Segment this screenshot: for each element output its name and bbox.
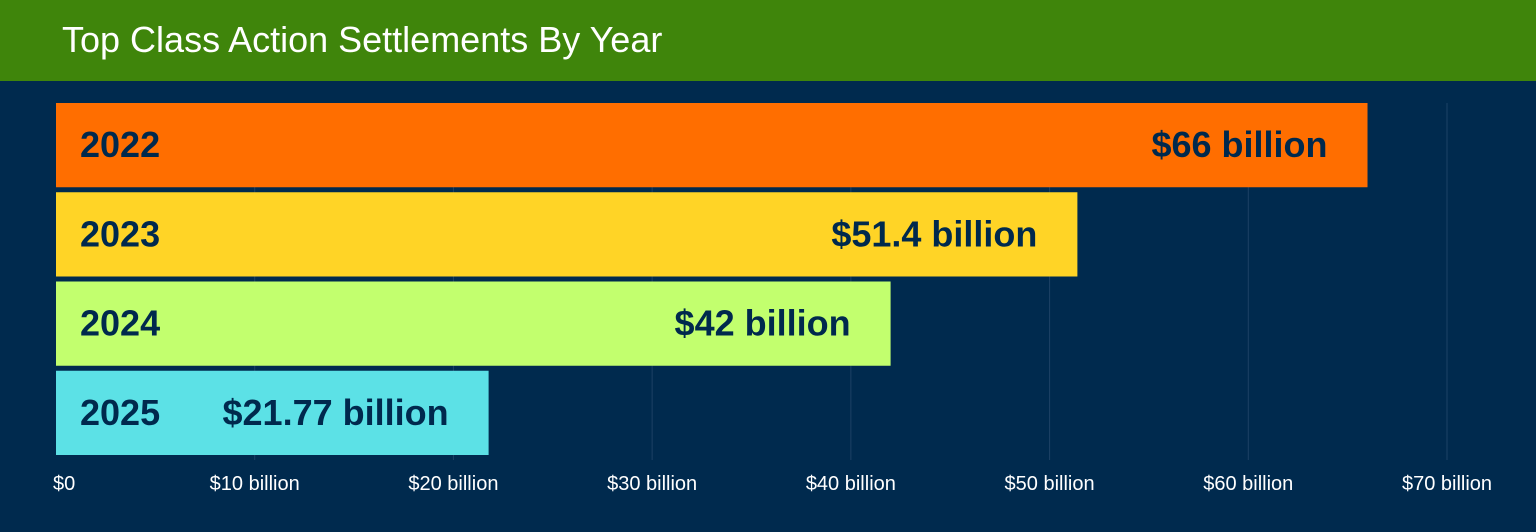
bar-2024	[56, 281, 891, 366]
x-tick-label: $10 billion	[210, 473, 300, 495]
category-label: 2025	[80, 392, 160, 433]
category-label: 2022	[80, 124, 160, 165]
bar-2023	[56, 192, 1078, 277]
category-label: 2024	[80, 303, 160, 344]
x-tick-label: $0	[53, 473, 75, 495]
chart-title: Top Class Action Settlements By Year	[62, 19, 663, 60]
chart-header: Top Class Action Settlements By Year	[0, 0, 1536, 81]
value-label: $51.4 billion	[831, 213, 1037, 254]
bar-2025	[56, 370, 489, 455]
value-label: $66 billion	[1151, 124, 1327, 165]
value-label: $42 billion	[675, 303, 851, 344]
category-label: 2023	[80, 213, 160, 254]
x-tick-label: $30 billion	[607, 473, 697, 495]
x-tick-label: $50 billion	[1005, 473, 1095, 495]
bar-2022	[56, 103, 1368, 188]
x-tick-label: $40 billion	[806, 473, 896, 495]
x-tick-label: $70 billion	[1402, 473, 1492, 495]
x-tick-label: $20 billion	[408, 473, 498, 495]
value-label: $21.77 billion	[223, 392, 449, 433]
x-tick-label: $60 billion	[1203, 473, 1293, 495]
